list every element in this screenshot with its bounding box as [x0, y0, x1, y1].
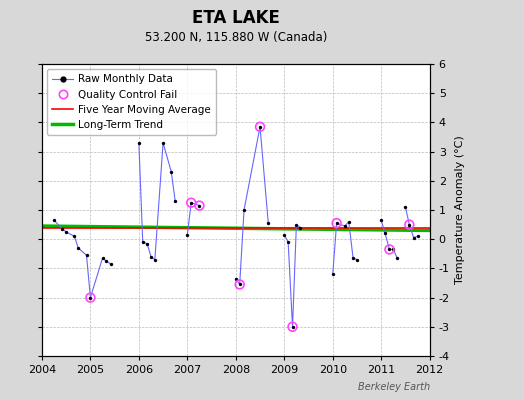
Point — [74, 245, 82, 251]
Point — [135, 140, 143, 146]
Point — [405, 222, 413, 228]
Point — [345, 218, 353, 225]
Point — [82, 252, 91, 258]
Point — [332, 220, 341, 226]
Point — [235, 281, 244, 288]
Point — [232, 276, 240, 282]
Point — [341, 223, 349, 229]
Y-axis label: Temperature Anomaly (°C): Temperature Anomaly (°C) — [455, 136, 465, 284]
Point — [385, 246, 394, 253]
Point — [256, 124, 264, 130]
Point — [405, 222, 413, 228]
Point — [62, 229, 70, 235]
Text: 53.200 N, 115.880 W (Canada): 53.200 N, 115.880 W (Canada) — [145, 32, 327, 44]
Point — [143, 240, 151, 247]
Point — [187, 200, 195, 206]
Point — [284, 239, 292, 245]
Point — [183, 232, 191, 238]
Point — [349, 255, 357, 261]
Point — [332, 220, 341, 226]
Point — [264, 220, 272, 226]
Point — [50, 217, 58, 224]
Point — [409, 234, 418, 241]
Point — [288, 324, 297, 330]
Point — [401, 204, 410, 210]
Point — [377, 217, 385, 224]
Point — [102, 258, 111, 264]
Point — [195, 202, 204, 209]
Point — [86, 294, 94, 301]
Point — [353, 256, 361, 263]
Point — [329, 271, 337, 278]
Point — [147, 254, 155, 260]
Point — [167, 169, 176, 175]
Point — [413, 233, 422, 240]
Point — [296, 224, 304, 231]
Point — [99, 255, 107, 261]
Point — [171, 198, 179, 204]
Point — [151, 256, 159, 263]
Point — [70, 233, 79, 240]
Point — [240, 207, 248, 213]
Point — [187, 200, 195, 206]
Point — [385, 246, 394, 253]
Point — [389, 246, 398, 253]
Point — [195, 202, 204, 209]
Text: ETA LAKE: ETA LAKE — [192, 9, 280, 27]
Point — [393, 255, 401, 261]
Point — [288, 324, 297, 330]
Point — [159, 140, 167, 146]
Text: Berkeley Earth: Berkeley Earth — [357, 382, 430, 392]
Point — [106, 261, 115, 267]
Legend: Raw Monthly Data, Quality Control Fail, Five Year Moving Average, Long-Term Tren: Raw Monthly Data, Quality Control Fail, … — [47, 69, 216, 135]
Point — [58, 226, 67, 232]
Point — [381, 230, 389, 236]
Point — [280, 232, 288, 238]
Point — [256, 124, 264, 130]
Point — [235, 281, 244, 288]
Point — [86, 294, 94, 301]
Point — [138, 239, 147, 245]
Point — [292, 222, 301, 228]
